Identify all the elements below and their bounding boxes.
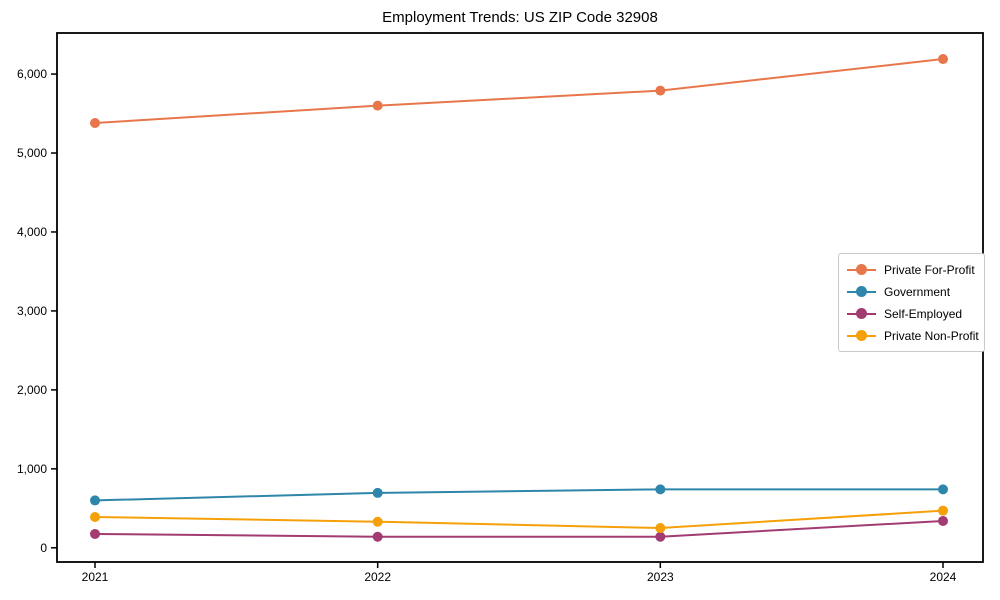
data-point-marker: [372, 487, 383, 498]
data-point-marker: [938, 515, 949, 526]
legend-line-marker-icon: [847, 330, 876, 341]
legend-dot: [856, 286, 867, 297]
legend-label: Self-Employed: [884, 306, 963, 321]
series-line-self-employed: [94, 519, 944, 538]
legend-item: Private For-Profit: [847, 262, 976, 277]
legend-item: Self-Employed: [847, 306, 976, 321]
y-tick-label: 2,000: [17, 383, 47, 397]
x-tick-label: 2022: [364, 570, 391, 584]
y-tick-label: 3,000: [17, 304, 47, 318]
data-point-marker: [372, 100, 383, 111]
legend-line-marker-icon: [847, 286, 876, 297]
y-tick-label: 1,000: [17, 462, 47, 476]
y-tick-label: 4,000: [17, 225, 47, 239]
data-point-marker: [655, 531, 666, 542]
data-point-marker: [938, 505, 949, 516]
legend-dot: [856, 308, 867, 319]
data-point-marker: [655, 85, 666, 96]
x-tick-label: 2023: [647, 570, 674, 584]
series-line-government: [94, 488, 944, 502]
legend-item: Private Non-Profit: [847, 328, 979, 343]
data-point-marker: [90, 511, 100, 522]
legend: Private For-Profit Government Self-Employe…: [838, 253, 985, 352]
legend-label: Private Non-Profit: [884, 328, 979, 343]
data-point-marker: [372, 516, 383, 527]
series-line-private-for-profit: [94, 58, 944, 125]
legend-line-marker-icon: [847, 308, 876, 319]
legend-dot: [856, 264, 867, 275]
legend-dot: [856, 330, 867, 341]
data-point-marker: [655, 523, 666, 534]
x-tick-label: 2024: [930, 570, 957, 584]
y-tick-label: 5,000: [17, 146, 47, 160]
chart-title: Employment Trends: US ZIP Code 32908: [382, 9, 658, 26]
y-tick-label: 6,000: [17, 67, 47, 81]
legend-item: Government: [847, 284, 976, 299]
y-tick-label: 0: [40, 541, 47, 555]
legend-label: Government: [884, 284, 951, 299]
x-tick-label: 2021: [82, 570, 109, 584]
series-line-private-non-profit: [94, 509, 944, 530]
data-point-marker: [372, 531, 383, 542]
legend-label: Private For-Profit: [884, 262, 975, 277]
data-point-marker: [938, 54, 949, 65]
data-point-marker: [90, 528, 100, 539]
data-point-marker: [655, 484, 666, 495]
data-point-marker: [90, 495, 100, 506]
data-point-marker: [90, 118, 100, 129]
legend-line-marker-icon: [847, 264, 876, 275]
data-point-marker: [938, 484, 949, 495]
